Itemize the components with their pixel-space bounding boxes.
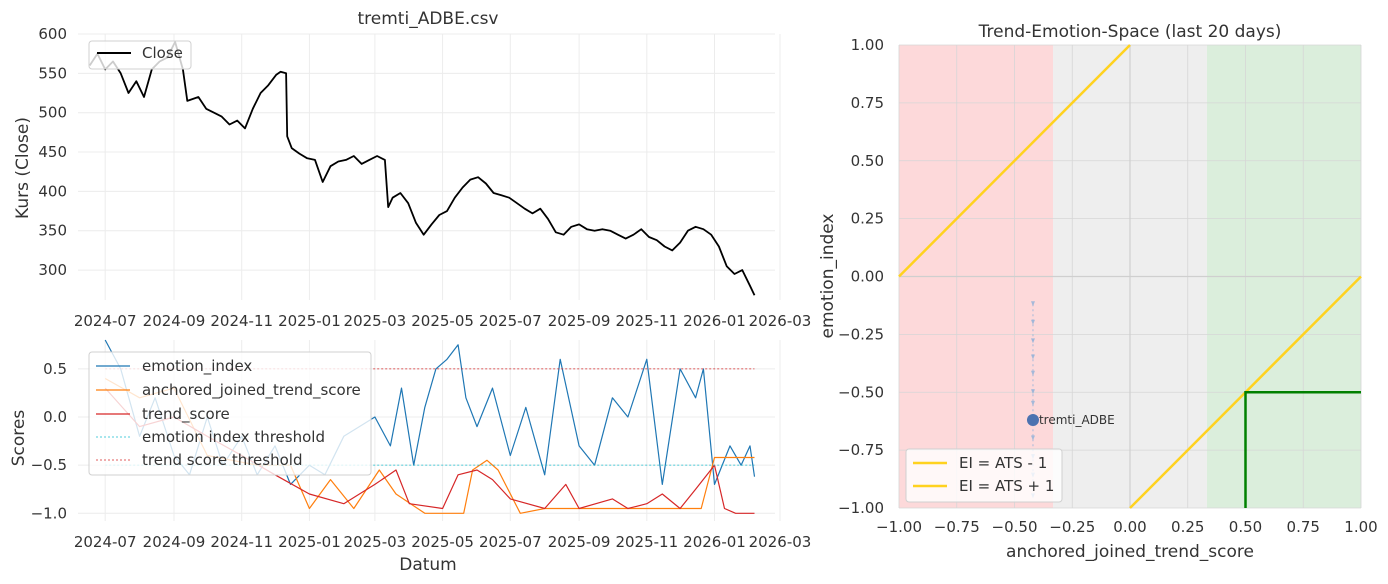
trail-arrow [1030, 400, 1035, 406]
space-lines [898, 44, 1362, 509]
x-tick-label: 2025-01 [278, 533, 341, 551]
trail-arrow [1030, 319, 1035, 325]
close-legend-label: Close [142, 44, 183, 62]
y-tick-label: 0.0 [43, 408, 67, 426]
trail-arrow [1030, 301, 1035, 307]
x-tick-label: 2024-11 [210, 312, 273, 330]
x-tick-label: 2025-05 [411, 312, 474, 330]
space-grid [898, 44, 1362, 509]
x-tick-label: 2025-01 [278, 312, 341, 330]
trail-arrow [1030, 370, 1035, 376]
emotion-threshold-legend-label: emotion index threshold [142, 428, 325, 446]
scores-legend-box [88, 351, 372, 476]
y-tick-label: 600 [38, 25, 67, 43]
x-tick-label: 2025-11 [615, 533, 678, 551]
y-tick-label: 0.50 [851, 152, 884, 170]
current-point [1026, 414, 1039, 427]
close-line [88, 41, 756, 296]
price-y-axis-label: Kurs (Close) [13, 117, 33, 219]
x-tick-label: 2025-03 [344, 312, 407, 330]
x-tick-label: 0.75 [1287, 518, 1320, 536]
x-tick-label: 2024-07 [74, 533, 137, 551]
price-legend: Close [88, 40, 192, 70]
y-tick-label: −0.50 [838, 383, 884, 401]
x-tick-label: 2025-09 [548, 312, 611, 330]
price-lines [88, 41, 756, 296]
x-tick-label: 2025-07 [479, 312, 542, 330]
scores-x-axis-label: Datum [399, 555, 457, 575]
x-tick-label: 2024-07 [74, 312, 137, 330]
x-tick-label: 0.50 [1229, 518, 1262, 536]
y-tick-label: 300 [38, 261, 67, 279]
trail-arrow [1030, 435, 1035, 441]
x-tick-label: 2026-03 [749, 312, 812, 330]
trend-emotion-space-chart: tremti_ADBE −1.00 −0.75 −0.50 −0.25 0.00 0.25… [818, 22, 1378, 562]
y-tick-label: 0.25 [851, 210, 884, 228]
y-tick-label: −0.75 [838, 441, 884, 459]
y-tick-label: −1.00 [838, 499, 884, 517]
x-tick-label: 2024-09 [143, 533, 206, 551]
y-tick-label: 0.5 [43, 360, 67, 378]
scores-y-ticks: −1.0 −0.5 0.0 0.5 [31, 360, 67, 522]
scores-chart: −1.0 −0.5 0.0 0.5 2024-07 2024-09 2024-11 2025… [9, 339, 811, 575]
current-point-label: tremti_ADBE [1039, 413, 1115, 427]
x-tick-label: 2025-11 [615, 312, 678, 330]
space-x-ticks: −1.00 −0.75 −0.50 −0.25 0.00 0.25 0.50 0.75 1.00 [876, 518, 1378, 536]
space-y-axis-label: emotion_index [818, 214, 838, 339]
x-tick-label: 2024-11 [210, 533, 273, 551]
x-tick-label: 2025-07 [479, 533, 542, 551]
x-tick-label: 2025-03 [344, 533, 407, 551]
scores-x-ticks: 2024-07 2024-09 2024-11 2025-01 2025-03 2025-… [74, 533, 811, 551]
trend-threshold-legend-label: trend score threshold [142, 451, 302, 469]
y-tick-label: 1.00 [851, 36, 884, 54]
scores-y-axis-label: Scores [9, 410, 29, 467]
price-chart-title: tremti_ADBE.csv [358, 9, 499, 29]
y-tick-label: 550 [38, 64, 67, 82]
y-tick-label: 450 [38, 143, 67, 161]
space-y-ticks: −1.00 −0.75 −0.50 −0.25 0.00 0.25 0.50 0.75 1.00 [838, 36, 884, 517]
x-tick-label: −0.50 [992, 518, 1038, 536]
x-tick-label: −0.25 [1049, 518, 1095, 536]
y-tick-label: −0.25 [838, 325, 884, 343]
trail-arrow [1030, 354, 1035, 360]
green-target-box [1244, 391, 1361, 508]
upper-line-legend-label: EI = ATS + 1 [959, 477, 1054, 495]
price-y-ticks: 300 350 400 450 500 550 600 [38, 25, 67, 279]
scores-legend: emotion_index anchored_joined_trend_scor… [88, 351, 372, 476]
x-tick-label: 2025-09 [548, 533, 611, 551]
y-tick-label: 350 [38, 222, 67, 240]
diagonal-line [898, 44, 1131, 278]
x-tick-label: 2026-01 [683, 533, 746, 551]
x-tick-label: 2025-05 [411, 533, 474, 551]
x-tick-label: −1.00 [876, 518, 922, 536]
y-tick-label: 400 [38, 182, 67, 200]
trend-score-legend-label: trend_score [142, 405, 230, 424]
space-x-axis-label: anchored_joined_trend_score [1006, 542, 1254, 562]
trail-arrow [1030, 389, 1035, 395]
x-tick-label: −0.75 [934, 518, 980, 536]
x-tick-label: 0.00 [1113, 518, 1146, 536]
x-tick-label: 0.25 [1171, 518, 1204, 536]
y-tick-label: 0.00 [851, 268, 884, 286]
price-chart: 300 350 400 450 500 550 600 2024-07 2024-09 2024… [13, 9, 811, 330]
price-x-ticks: 2024-07 2024-09 2024-11 2025-01 2025-03 2025-… [74, 312, 811, 330]
x-tick-label: 2024-09 [143, 312, 206, 330]
y-tick-label: −0.5 [31, 456, 67, 474]
x-tick-label: 2026-03 [749, 533, 812, 551]
x-tick-label: 2026-01 [683, 312, 746, 330]
price-grid [78, 33, 781, 300]
emotion-index-legend-label: emotion_index [142, 357, 252, 376]
price-legend-box [88, 40, 192, 70]
space-chart-title: Trend-Emotion-Space (last 20 days) [978, 22, 1282, 42]
y-tick-label: −1.0 [31, 504, 67, 522]
x-tick-label: 1.00 [1344, 518, 1377, 536]
lower-line-legend-label: EI = ATS - 1 [959, 454, 1047, 472]
anchored-trend-legend-label: anchored_joined_trend_score [142, 381, 361, 400]
y-tick-label: 500 [38, 104, 67, 122]
space-legend: EI = ATS - 1 EI = ATS + 1 [905, 448, 1063, 503]
y-tick-label: 0.75 [851, 94, 884, 112]
